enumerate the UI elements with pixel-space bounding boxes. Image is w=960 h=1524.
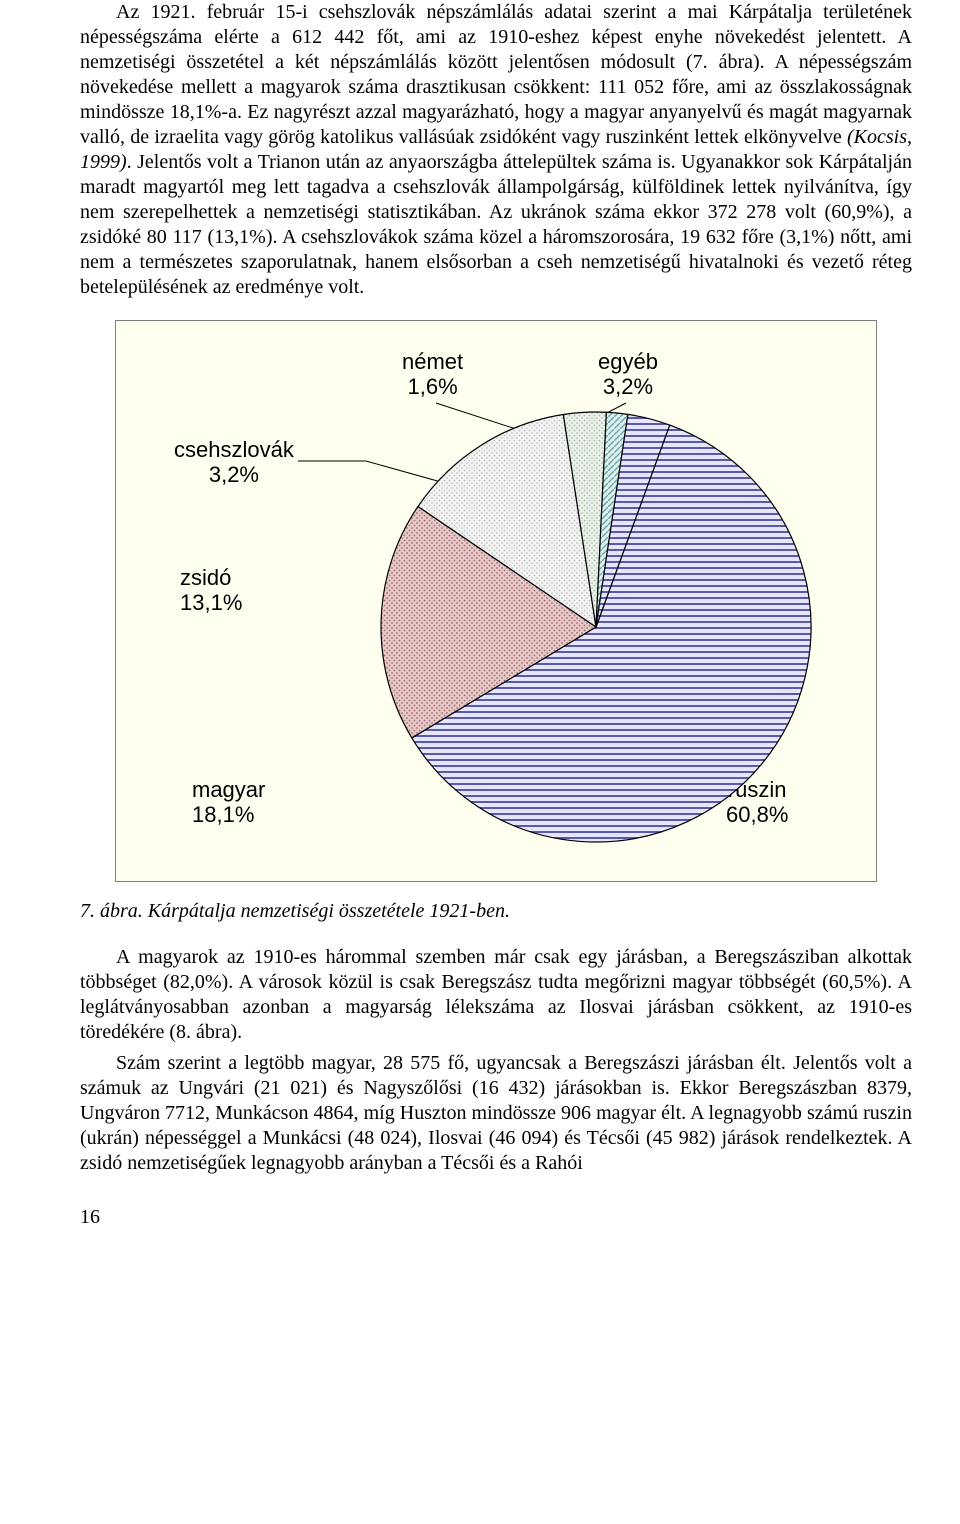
pie-chart-figure: német 1,6% egyéb 3,2% csehszlovák 3,2% z… [115,320,877,882]
label-csehszlovak-name: csehszlovák [174,437,294,462]
body-paragraph-1: Az 1921. február 15-i csehszlovák népszá… [80,0,912,300]
label-csehszlovak: csehszlovák 3,2% [174,437,294,488]
body-paragraph-2: A magyarok az 1910-es hárommal szemben m… [80,945,912,1045]
body-paragraph-3: Szám szerint a legtöbb magyar, 28 575 fő… [80,1051,912,1176]
label-nemet-val: 1,6% [408,374,458,399]
label-egyeb-name: egyéb [598,349,658,374]
label-zsido: zsidó 13,1% [180,565,242,616]
label-magyar-name: magyar [192,777,265,802]
label-egyeb: egyéb 3,2% [598,349,658,400]
label-zsido-name: zsidó [180,565,231,590]
label-magyar: magyar 18,1% [192,777,265,828]
label-egyeb-val: 3,2% [603,374,653,399]
label-nemet-name: német [402,349,463,374]
page-number: 16 [80,1206,912,1229]
pie-chart-svg [376,407,816,847]
label-zsido-val: 13,1% [180,590,242,615]
figure-caption: 7. ábra. Kárpátalja nemzetiségi összetét… [80,900,912,923]
label-magyar-val: 18,1% [192,802,254,827]
para1-text-b: . Jelentős volt a Trianon után az anyaor… [80,151,912,298]
para1-text-a: Az 1921. február 15-i csehszlovák népszá… [80,1,912,148]
label-nemet: német 1,6% [402,349,463,400]
label-csehszlovak-val: 3,2% [209,462,259,487]
